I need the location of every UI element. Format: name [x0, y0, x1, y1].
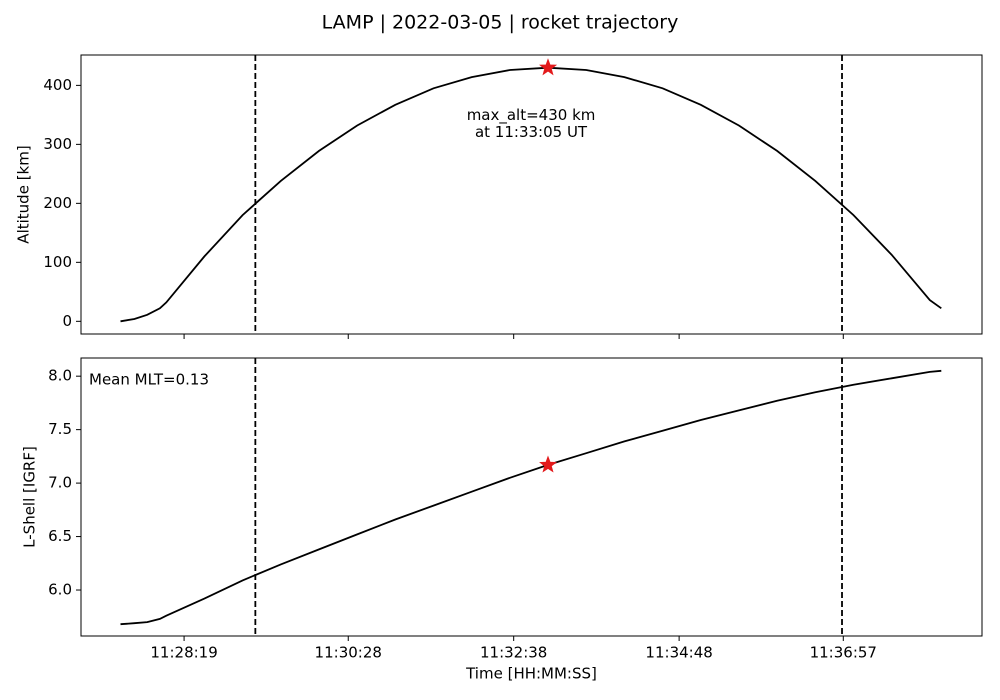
- data-line: [120, 369, 942, 626]
- y-tick-label: 7.5: [48, 420, 72, 438]
- x-axis-label: Time [HH:MM:SS]: [465, 665, 597, 683]
- y-tick-label: 7.0: [48, 474, 72, 492]
- x-tick-label: 11:36:57: [810, 644, 877, 662]
- peak-marker: [539, 58, 558, 76]
- axes-frame: [80, 357, 983, 637]
- y-tick-label: 8.0: [48, 367, 72, 385]
- y-tick-label: 0: [62, 312, 72, 330]
- annotation: max_alt=430 km: [467, 106, 596, 125]
- axes-frame: [80, 54, 983, 335]
- y-tick-label: 6.0: [48, 581, 72, 599]
- y-tick-label: 400: [43, 76, 72, 94]
- x-tick-label: 11:30:28: [315, 644, 382, 662]
- x-tick-label: 11:34:48: [645, 644, 712, 662]
- annotation: at 11:33:05 UT: [475, 123, 588, 141]
- figure-title: LAMP | 2022-03-05 | rocket trajectory: [322, 12, 679, 34]
- y-tick-label: 100: [43, 253, 72, 271]
- x-tick-label: 11:32:38: [480, 644, 547, 662]
- x-tick-label: 11:28:19: [150, 644, 217, 662]
- y-tick-label: 200: [43, 194, 72, 212]
- data-line: [120, 66, 942, 323]
- peak-marker: [539, 455, 558, 473]
- y-axis-label: Altitude [km]: [15, 145, 33, 243]
- y-axis-label: L-Shell [IGRF]: [21, 446, 39, 548]
- y-tick-label: 300: [43, 135, 72, 153]
- y-tick-label: 6.5: [48, 527, 72, 545]
- annotation: Mean MLT=0.13: [89, 371, 209, 389]
